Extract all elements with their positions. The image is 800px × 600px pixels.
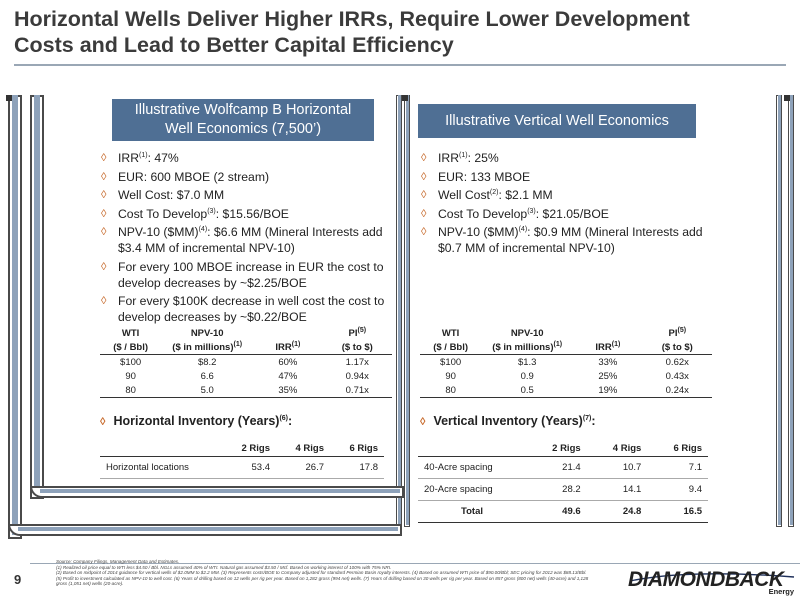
- bullet: ◊ NPV-10 ($MM)(4): $0.9 MM (Mineral Inter…: [421, 225, 703, 255]
- bullet: ◊ IRR(1): 47%: [101, 151, 179, 165]
- diamond-bullet-icon: ◊: [101, 189, 107, 201]
- company-logo: DIAMONDBACK Energy: [628, 568, 796, 598]
- diamond-bullet-icon: ◊: [420, 416, 426, 428]
- table-row: $100 $8.2 60% 1.17x: [120, 356, 369, 368]
- bullet: ◊ Cost To Develop(3): $15.56/BOE: [101, 206, 289, 221]
- horizontal-inventory-heading: ◊ Horizontal Inventory (Years)(6):: [100, 414, 293, 428]
- logo-subtitle: Energy: [768, 587, 794, 596]
- page-title-line2: Costs and Lead to Better Capital Efficie…: [14, 33, 454, 57]
- table-row: 90 0.9 25% 0.43x: [445, 370, 689, 382]
- table-row: 80 5.0 35% 0.71x: [100, 383, 392, 398]
- logo-wordmark: DIAMONDBACK: [628, 568, 784, 591]
- horizontal-header-line1: Illustrative Wolfcamp B Horizontal: [134, 102, 352, 118]
- bullet: ◊ EUR: 600 MBOE (2 stream): [101, 169, 270, 184]
- diamond-bullet-icon: ◊: [101, 207, 107, 220]
- bullet: ◊ NPV-10 ($MM)(4): $6.6 MM (Mineral Inter…: [101, 225, 383, 255]
- bullet: ◊ For every $100K decrease in well cost t…: [101, 294, 385, 324]
- vertical-header-text: Illustrative Vertical Well Economics: [445, 112, 669, 129]
- vertical-inventory-table: 2 Rigs 4 Rigs 6 Rigs 40-Acre spacing 21.…: [418, 441, 708, 523]
- footnote: (2) Based on midpoint of 2014 guidance f…: [56, 570, 587, 576]
- diamond-bullet-icon: ◊: [421, 170, 427, 183]
- table-header-row: 2 Rigs 4 Rigs 6 Rigs: [418, 441, 708, 457]
- vertical-inventory-heading: ◊ Vertical Inventory (Years)(7):: [420, 414, 596, 428]
- bullet: ◊ IRR(1): 25%: [421, 151, 499, 165]
- horizontal-economics-header: Illustrative Wolfcamp B Horizontal Well …: [112, 99, 374, 141]
- footnote: (1) Realized oil price equal to WTI less…: [56, 564, 392, 570]
- diamond-bullet-icon: ◊: [101, 260, 107, 273]
- footnotes: Source: Company Filings, Management Data…: [56, 559, 604, 587]
- page-number: 9: [14, 572, 22, 587]
- table-row: $100 $1.3 33% 0.62x: [440, 356, 689, 368]
- table-header-row: ($ / Bbl) ($ in millions)(1) IRR(1) ($ t…: [420, 340, 712, 355]
- page-title: Horizontal Wells Deliver Higher IRRs, Re…: [14, 6, 784, 58]
- diamond-bullet-icon: ◊: [101, 152, 107, 164]
- table-header-row: WTI NPV-10 PI(5): [441, 326, 687, 339]
- table-total-row: Total 49.6 24.8 16.5: [418, 500, 708, 523]
- table-row: 80 0.5 19% 0.24x: [420, 383, 712, 398]
- diamond-bullet-icon: ◊: [421, 207, 427, 220]
- bullet: ◊ For every 100 MBOE increase in EUR the …: [101, 259, 384, 290]
- bullet: ◊ Cost To Develop(3): $21.05/BOE: [421, 206, 609, 221]
- logo-swoosh-icon: [629, 573, 795, 582]
- diamond-bullet-icon: ◊: [101, 170, 107, 183]
- table-header-row: ($ / Bbl) ($ in millions)(1) IRR(1) ($ t…: [100, 340, 392, 355]
- table-header-row: 2 Rigs 4 Rigs 6 Rigs: [100, 441, 384, 457]
- vertical-economics-table: WTI NPV-10 PI(5) ($ / Bbl) ($ in million…: [420, 326, 712, 398]
- table-row: 90 6.6 47% 0.94x: [125, 370, 369, 382]
- table-header-row: WTI NPV-10 PI(5): [121, 326, 367, 339]
- diamond-bullet-icon: ◊: [101, 226, 107, 238]
- horizontal-economics-table: WTI NPV-10 PI(5) ($ / Bbl) ($ in million…: [100, 326, 392, 398]
- horizontal-bullets: ◊ IRR(1): 47% ◊ EUR: 600 MBOE (2 stream) ◊…: [100, 150, 396, 328]
- bullet: ◊ Well Cost: $7.0 MM: [101, 188, 225, 202]
- vertical-bullets: ◊ IRR(1): 25% ◊ EUR: 133 MBOE ◊ Well Cost(2…: [420, 150, 720, 259]
- footer-divider: [30, 563, 800, 564]
- page-title-line1: Horizontal Wells Deliver Higher IRRs, Re…: [14, 7, 690, 31]
- horizontal-header-line2: Well Economics (7,500’): [164, 121, 322, 137]
- title-divider: [14, 64, 786, 66]
- table-row: Horizontal locations 53.4 26.7 17.8: [100, 456, 384, 479]
- bullet: ◊ Well Cost(2): $2.1 MM: [421, 188, 553, 202]
- diamond-bullet-icon: ◊: [100, 416, 106, 428]
- bullet: ◊ EUR: 133 MBOE: [421, 169, 531, 184]
- diamond-bullet-icon: ◊: [101, 295, 107, 307]
- footnote: (5) Profit to investment calculated as N…: [56, 575, 589, 581]
- horizontal-inventory-table: 2 Rigs 4 Rigs 6 Rigs Horizontal location…: [100, 441, 384, 479]
- table-row: 40-Acre spacing 21.4 10.7 7.1: [418, 456, 708, 479]
- table-row: 20-Acre spacing 28.2 14.1 9.4: [418, 478, 708, 501]
- footnote: Source: Company Filings, Management Data…: [56, 559, 180, 564]
- diamond-bullet-icon: ◊: [421, 152, 427, 164]
- footnote: gross (1,051 net) wells (20-acre).: [56, 581, 124, 587]
- diamond-bullet-icon: ◊: [421, 189, 427, 201]
- vertical-economics-header: Illustrative Vertical Well Economics: [418, 104, 696, 138]
- diamond-bullet-icon: ◊: [421, 226, 427, 238]
